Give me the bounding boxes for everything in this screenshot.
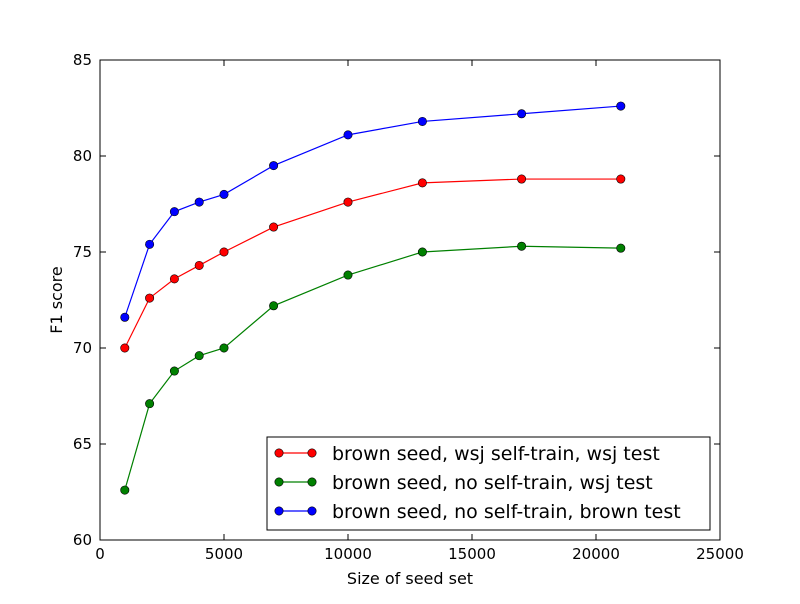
data-point	[145, 399, 155, 409]
y-tick-label: 85	[73, 51, 92, 69]
data-point	[517, 241, 527, 251]
series-line	[124, 178, 621, 349]
series-line	[124, 105, 621, 318]
data-point	[343, 130, 353, 140]
ticks-layer: 0 5000 10000 15000 20000 25000 60 65 70 75 80 85	[73, 51, 744, 563]
y-axis-title: F1 score	[47, 266, 66, 333]
legend-marker	[274, 448, 284, 458]
y-tick-label: 70	[73, 339, 92, 357]
x-tick-label: 25000	[696, 545, 744, 563]
data-point	[169, 274, 179, 284]
plot-frame	[99, 59, 721, 541]
legend: brown seed, wsj self-train, wsj test brow…	[266, 436, 711, 531]
y-tick-label: 75	[73, 243, 92, 261]
x-tick-label: 10000	[324, 545, 372, 563]
x-tick-label: 20000	[572, 545, 620, 563]
legend-marker	[307, 477, 317, 487]
data-point	[616, 243, 626, 253]
data-point	[343, 197, 353, 207]
data-point	[169, 366, 179, 376]
data-point	[616, 174, 626, 184]
data-point	[120, 343, 130, 353]
legend-label: brown seed, no self-train, brown test	[332, 501, 681, 523]
series-3	[120, 101, 626, 322]
legend-marker	[307, 448, 317, 458]
data-point	[269, 222, 279, 232]
x-tick-label: 0	[95, 545, 105, 563]
y-tick-label: 65	[73, 435, 92, 453]
data-point	[417, 178, 427, 188]
data-point	[145, 293, 155, 303]
data-point	[120, 312, 130, 322]
x-tick-label: 15000	[448, 545, 496, 563]
legend-item: brown seed, no self-train, wsj test	[274, 472, 653, 494]
series-2	[120, 241, 626, 495]
data-point	[219, 247, 229, 257]
series-line	[124, 245, 621, 491]
legend-marker	[307, 506, 317, 516]
data-point	[120, 485, 130, 495]
data-point	[194, 260, 204, 270]
legend-label: brown seed, no self-train, wsj test	[332, 472, 653, 494]
data-point	[269, 301, 279, 311]
data-point	[145, 239, 155, 249]
legend-item: brown seed, wsj self-train, wsj test	[274, 443, 660, 465]
data-point	[194, 197, 204, 207]
series-1	[120, 174, 626, 353]
data-point	[219, 189, 229, 199]
data-point	[517, 109, 527, 119]
data-point	[616, 101, 626, 111]
data-point	[517, 174, 527, 184]
series-layer	[120, 101, 626, 495]
data-point	[169, 207, 179, 217]
data-point	[417, 247, 427, 257]
data-point	[417, 116, 427, 126]
x-tick-label: 5000	[205, 545, 243, 563]
legend-marker	[274, 506, 284, 516]
legend-marker	[274, 477, 284, 487]
legend-label: brown seed, wsj self-train, wsj test	[332, 443, 660, 465]
data-point	[194, 351, 204, 361]
y-tick-label: 80	[73, 147, 92, 165]
data-point	[343, 270, 353, 280]
y-tick-label: 60	[73, 531, 92, 549]
x-axis-title: Size of seed set	[347, 569, 473, 588]
legend-item: brown seed, no self-train, brown test	[274, 501, 681, 523]
data-point	[269, 161, 279, 171]
legend-box	[266, 436, 711, 531]
data-point	[219, 343, 229, 353]
